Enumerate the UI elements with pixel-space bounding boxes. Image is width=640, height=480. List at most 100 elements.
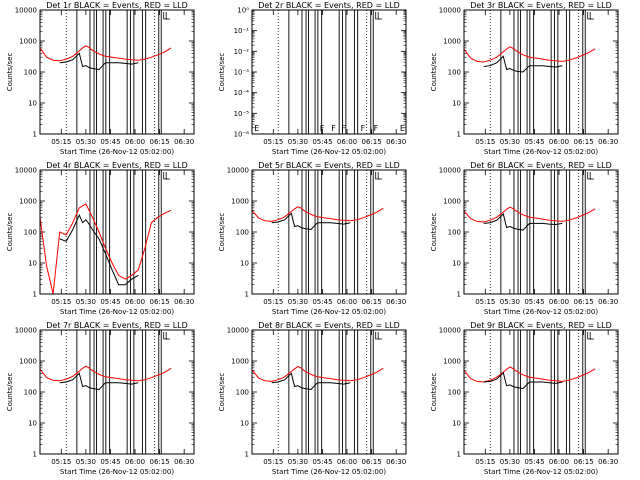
y-tick-label: 10⁻¹ [234,27,250,35]
x-tick-label: 05:15 [263,138,283,146]
y-tick-label: 1 [33,291,37,299]
x-tick-label: 06:00 [549,298,569,306]
events-series-line [59,52,139,71]
x-tick-label: 06:00 [337,458,357,466]
detector-panel: Det 1r BLACK = Events, RED = LLD Counts/s… [6,1,195,156]
events-series-line [59,372,139,391]
y-tick-label: 100 [448,229,461,237]
y-axis-label: Counts/sec [218,373,226,412]
lld-series-line [39,365,172,382]
flag-label: F [331,124,336,133]
state-marker [375,172,380,180]
x-tick-label: 05:15 [51,458,71,466]
plot-frame [39,9,195,135]
y-tick-label: 10 [240,420,249,428]
x-tick-label: 06:15 [362,458,382,466]
y-tick-label: 100 [236,229,249,237]
y-tick-label: 1000 [19,38,37,46]
x-tick-label: 05:15 [475,458,495,466]
panel-title: Det 3r BLACK = Events, RED = LLD [470,1,612,10]
y-tick-label: 1000 [231,198,249,206]
y-tick-label: 1000 [19,198,37,206]
x-tick-label: 06:00 [125,298,145,306]
y-tick-label: 10⁻³ [234,69,250,77]
y-axis-label: Counts/sec [218,53,226,92]
detector-panel: Det 9r BLACK = Events, RED = LLD Counts/s… [430,321,619,476]
x-axis-label: Start Time (26-Nov-12 05:02:00) [60,148,174,156]
y-tick-label: 10000 [15,7,37,15]
y-tick-label: 10 [452,100,461,108]
state-marker [163,12,168,20]
x-axis-label: Start Time (26-Nov-12 05:02:00) [484,468,598,476]
y-tick-label: 1000 [231,358,249,366]
y-axis-label: Counts/sec [6,213,14,252]
x-tick-label: 05:30 [288,458,308,466]
x-tick-label: 05:45 [312,138,332,146]
x-tick-label: 05:45 [100,458,120,466]
panel-title: Det 6r BLACK = Events, RED = LLD [470,161,612,170]
x-tick-label: 05:15 [263,458,283,466]
x-axis-label: Start Time (26-Nov-12 05:02:00) [484,148,598,156]
y-tick-label: 10000 [15,327,37,335]
state-marker [377,332,383,340]
state-marker [163,332,168,340]
y-tick-label: 10 [28,420,37,428]
state-marker [587,332,592,340]
y-tick-label: 1 [33,131,37,139]
detector-panel: Det 5r BLACK = Events, RED = LLD Counts/s… [218,161,407,316]
y-tick-label: 10 [28,260,37,268]
y-tick-label: 1000 [443,198,461,206]
x-tick-label: 06:15 [150,298,170,306]
events-series-line [271,372,351,391]
x-tick-label: 05:45 [100,298,120,306]
x-tick-label: 05:15 [475,138,495,146]
x-tick-label: 06:00 [549,138,569,146]
x-tick-label: 06:00 [125,138,145,146]
state-marker [377,172,383,180]
x-tick-label: 06:00 [337,138,357,146]
y-tick-label: 100 [448,69,461,77]
y-tick-label: 100 [24,69,37,77]
plot-frame [463,329,619,455]
state-marker [165,12,171,20]
x-tick-label: 05:15 [263,298,283,306]
y-axis-label: Counts/sec [430,373,438,412]
x-axis-label: Start Time (26-Nov-12 05:02:00) [484,308,598,316]
detector-panel: Det 7r BLACK = Events, RED = LLD Counts/s… [6,321,195,476]
x-tick-label: 05:30 [500,138,520,146]
panel-title: Det 7r BLACK = Events, RED = LLD [46,321,188,330]
y-tick-label: 10⁻⁵ [234,110,250,118]
y-axis-label: Counts/sec [218,213,226,252]
x-tick-label: 06:15 [150,138,170,146]
events-series-line [483,213,563,231]
flag-label: E [400,124,405,133]
x-axis-label: Start Time (26-Nov-12 05:02:00) [272,308,386,316]
x-tick-label: 05:30 [288,138,308,146]
state-marker [165,332,171,340]
x-tick-label: 06:00 [125,458,145,466]
state-marker [587,172,592,180]
x-tick-label: 05:45 [524,458,544,466]
x-tick-label: 06:15 [362,298,382,306]
y-tick-label: 100 [236,389,249,397]
x-tick-label: 05:30 [76,458,96,466]
panel-title: Det 8r BLACK = Events, RED = LLD [258,321,400,330]
y-tick-label: 10 [452,260,461,268]
x-tick-label: 06:30 [174,458,194,466]
flag-label: F [374,124,379,133]
state-marker [377,12,383,20]
x-tick-label: 05:30 [500,298,520,306]
plot-frame [39,169,195,295]
flag-label: F [341,124,346,133]
y-tick-label: 100 [448,389,461,397]
y-tick-label: 1 [457,131,461,139]
x-tick-label: 05:15 [475,298,495,306]
x-tick-label: 06:30 [174,138,194,146]
panel-title: Det 9r BLACK = Events, RED = LLD [470,321,612,330]
x-tick-label: 05:45 [312,458,332,466]
x-tick-label: 05:15 [51,138,71,146]
x-axis-label: Start Time (26-Nov-12 05:02:00) [60,308,174,316]
y-tick-label: 100 [24,229,37,237]
events-series-line [483,55,563,73]
x-tick-label: 06:30 [598,458,618,466]
